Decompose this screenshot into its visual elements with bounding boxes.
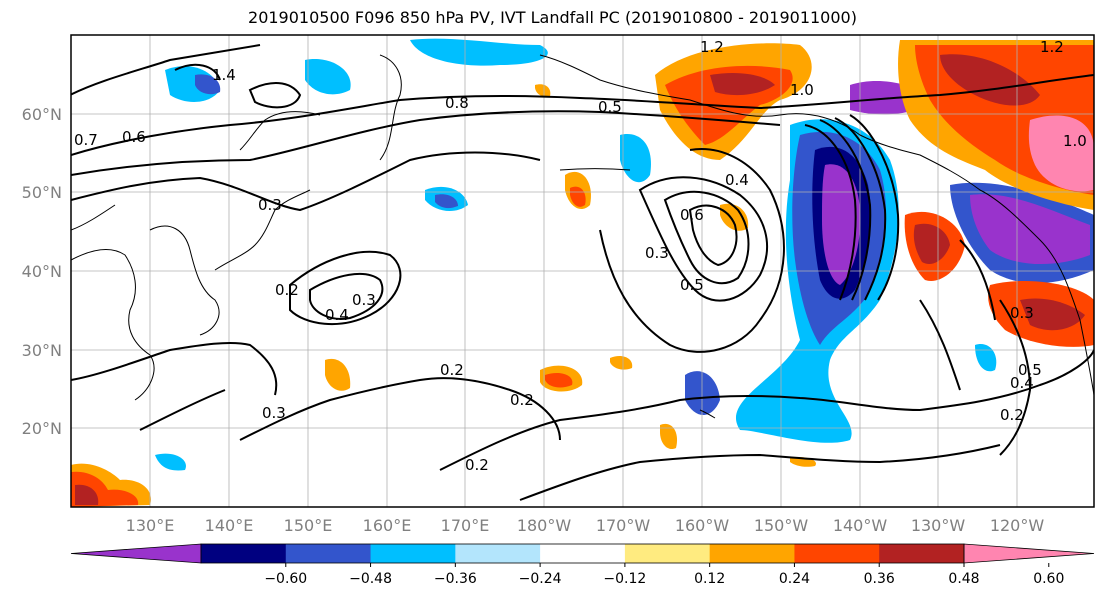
lat-label-30n: 30°N xyxy=(22,341,62,360)
map-frame xyxy=(70,34,1095,508)
colorbar-swatch xyxy=(794,544,880,563)
label-0-5-c: 0.5 xyxy=(1018,361,1042,379)
shade-positive-gulf-core xyxy=(710,73,775,96)
label-0-3-d: 0.3 xyxy=(645,244,669,262)
lon-label-150w: 150°W xyxy=(754,516,809,535)
label-0-3-c: 0.3 xyxy=(262,404,286,422)
colorbar-extend-max xyxy=(963,543,1095,564)
label-1-0-b: 1.0 xyxy=(1063,132,1087,150)
shade-negative-main-core xyxy=(822,164,861,285)
label-0-4-a: 0.4 xyxy=(325,306,349,324)
shade-negative-patch-6 xyxy=(685,371,720,415)
shade-negative-patch-7 xyxy=(975,344,997,372)
shade-negative-patch-1b xyxy=(195,74,221,95)
shade-negative-patch-4b xyxy=(435,194,458,209)
colorbar-tick-label: −0.48 xyxy=(349,571,392,587)
label-0-4-b: 0.4 xyxy=(725,171,749,189)
colorbar-tick-label: −0.12 xyxy=(603,571,646,587)
latitude-labels: 60°N 50°N 40°N 30°N 20°N xyxy=(22,105,62,438)
colorbar-outline xyxy=(200,543,965,564)
label-0-8-a: 0.8 xyxy=(445,94,469,112)
colorbar-swatch xyxy=(624,544,711,563)
shade-positive-mid-east-core xyxy=(913,223,950,265)
label-0-7-a: 0.7 xyxy=(74,131,98,149)
label-0-3-a: 0.3 xyxy=(258,196,282,214)
label-0-6-a: 0.6 xyxy=(680,206,704,224)
lon-label-160e: 160°E xyxy=(363,516,412,535)
longitude-labels: 130°E 140°E 150°E 160°E 170°E 180°W 170°… xyxy=(126,516,1045,535)
lon-label-170e: 170°E xyxy=(441,516,490,535)
shade-negative-patch-8 xyxy=(155,453,186,471)
colorbar-swatch xyxy=(455,544,541,563)
colorbar-tick-label: 0.12 xyxy=(694,571,725,587)
label-0-5-b: 0.5 xyxy=(598,98,622,116)
colorbar-swatch xyxy=(285,544,372,563)
colorbar-swatch xyxy=(540,544,626,563)
colorbar-tick-label: −0.60 xyxy=(264,571,307,587)
shade-positive-patch-8 xyxy=(535,84,551,97)
lon-label-180w: 180°W xyxy=(517,516,572,535)
shade-positive-se-core xyxy=(1020,298,1085,331)
label-0-2-d: 0.2 xyxy=(465,456,489,474)
lon-label-150e: 150°E xyxy=(284,516,333,535)
graticule xyxy=(71,35,1094,507)
pv-contours xyxy=(71,44,1094,501)
lon-label-140w: 140°W xyxy=(833,516,888,535)
lon-label-140e: 140°E xyxy=(205,516,254,535)
colorbar-tick-label: 0.36 xyxy=(864,571,895,587)
contour-label-group: 0.2 0.3 0.4 0.3 0.2 0.3 0.2 0.2 0.3 0.5 … xyxy=(74,38,1087,474)
lon-label-130e: 130°E xyxy=(126,516,175,535)
lon-label-160w: 160°W xyxy=(675,516,730,535)
colorbar-swatch xyxy=(709,544,795,563)
shade-positive-ne-core xyxy=(940,54,1040,106)
lat-label-50n: 50°N xyxy=(22,183,62,202)
colorbar-extend-min xyxy=(70,543,202,564)
colorbar-tick-label: −0.24 xyxy=(519,571,562,587)
lon-label-130w: 130°W xyxy=(911,516,966,535)
coastlines xyxy=(71,54,1094,419)
shade-positive-patch-3 xyxy=(325,358,351,391)
label-0-5-a: 0.5 xyxy=(680,276,704,294)
colorbar: −0.60 −0.48 −0.36 −0.24 −0.12 0.12 0.24 0.36 0.4… xyxy=(70,543,1095,587)
label-0-3-e: 0.3 xyxy=(1010,304,1034,322)
shade-positive-ne-pink xyxy=(1028,115,1094,192)
colorbar-tick-label: 0.24 xyxy=(779,571,810,587)
colorbar-tick-label: 0.48 xyxy=(948,571,979,587)
lon-label-120w: 120°W xyxy=(990,516,1045,535)
colorbar-swatch xyxy=(879,544,965,563)
label-1-4-a: 1.4 xyxy=(212,66,236,84)
label-0-3-b: 0.3 xyxy=(352,291,376,309)
shade-positive-sw-core xyxy=(75,484,99,505)
shading-layer xyxy=(71,38,1094,507)
colorbar-tick-label: −0.36 xyxy=(434,571,477,587)
label-0-2-c: 0.2 xyxy=(510,391,534,409)
shade-positive-patch-4 xyxy=(720,203,749,231)
shade-negative-east-core xyxy=(970,194,1090,265)
shade-positive-patch-2b xyxy=(545,373,573,388)
map-title: 2019010500 F096 850 hPa PV, IVT Landfall… xyxy=(248,8,857,27)
label-0-2-a: 0.2 xyxy=(275,281,299,299)
colorbar-tick-label: 0.60 xyxy=(1033,571,1064,587)
lat-label-40n: 40°N xyxy=(22,262,62,281)
label-1-2-b: 1.2 xyxy=(1040,38,1064,56)
label-1-0-a: 1.0 xyxy=(790,81,814,99)
shade-negative-patch-2 xyxy=(305,59,351,95)
colorbar-swatch xyxy=(370,544,456,563)
label-1-2-a: 1.2 xyxy=(700,38,724,56)
lat-label-20n: 20°N xyxy=(22,419,62,438)
lon-label-170w: 170°W xyxy=(596,516,651,535)
label-0-4-c: 0.4 xyxy=(1010,374,1034,392)
shade-positive-patch-6 xyxy=(660,423,678,450)
shade-negative-patch-3 xyxy=(410,38,548,66)
shade-positive-patch-5 xyxy=(610,356,633,370)
label-0-2-b: 0.2 xyxy=(440,361,464,379)
label-0-6-b: 0.6 xyxy=(122,128,146,146)
label-0-2-e: 0.2 xyxy=(1000,406,1024,424)
lat-label-60n: 60°N xyxy=(22,105,62,124)
colorbar-swatch xyxy=(201,544,287,563)
